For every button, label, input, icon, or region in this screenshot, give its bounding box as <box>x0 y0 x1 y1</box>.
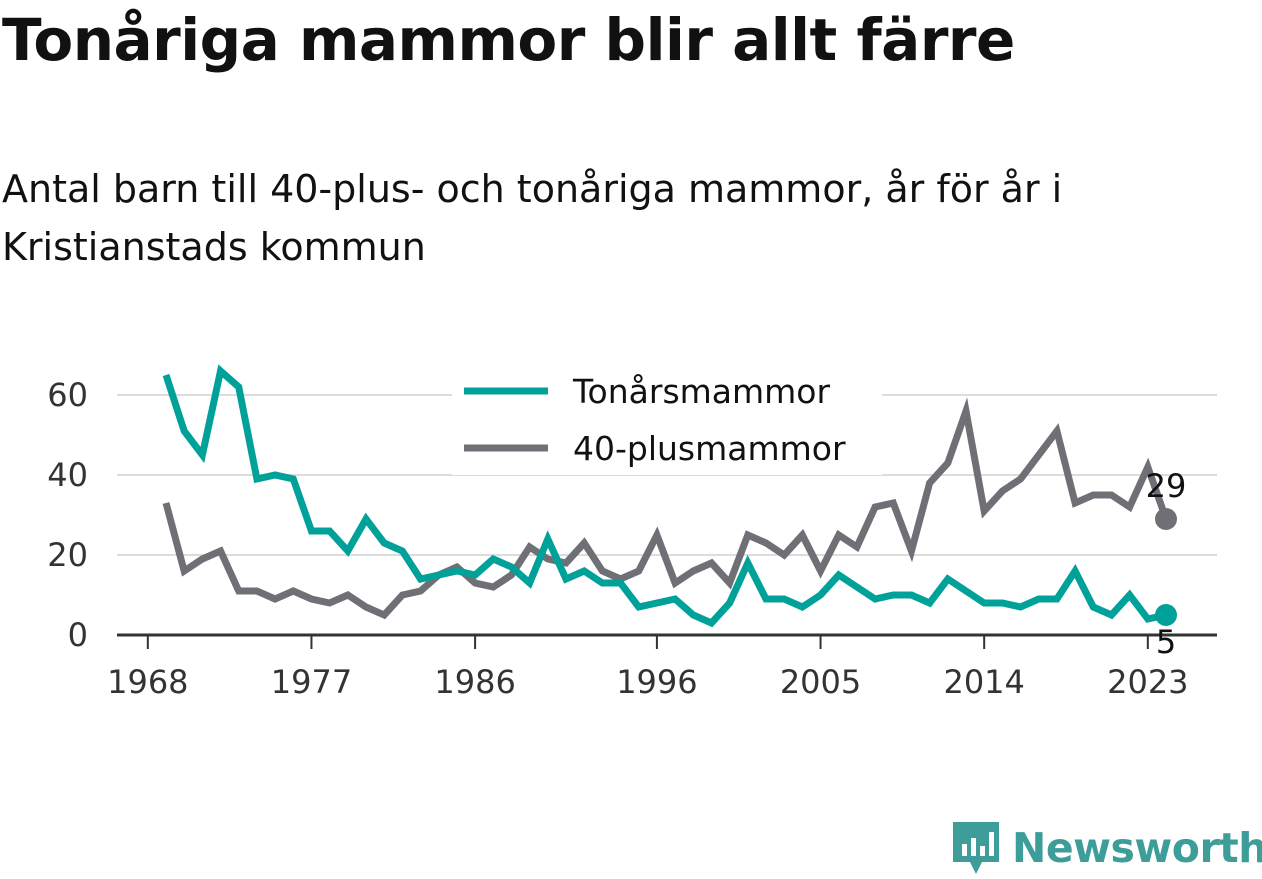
chart-title: Tonåriga mammor blir allt färre <box>2 6 1015 74</box>
end-point-teen <box>1155 604 1177 626</box>
x-tick-label: 2005 <box>780 663 861 701</box>
y-tick-label: 20 <box>47 536 88 574</box>
legend-label-40plus: 40-plusmammor <box>573 429 846 468</box>
legend: Tonårsmammor 40-plusmammor <box>452 365 882 475</box>
y-axis-labels: 0 20 40 60 <box>47 376 88 654</box>
y-tick-label: 40 <box>47 456 88 494</box>
newsworthy-logo-icon <box>953 822 999 874</box>
x-tick-label: 1977 <box>271 663 352 701</box>
end-markers: 5 29 <box>1146 467 1187 661</box>
x-axis-ticks: 1968 1977 1986 1996 2005 2014 2023 <box>107 635 1189 701</box>
legend-label-teen: Tonårsmammor <box>572 372 830 411</box>
x-tick-label: 1968 <box>107 663 188 701</box>
series-lines <box>162 364 1170 628</box>
x-tick-label: 1996 <box>616 663 697 701</box>
x-tick-label: 1986 <box>434 663 515 701</box>
logo-text: Newsworthy <box>1012 824 1262 872</box>
y-tick-label: 0 <box>68 616 88 654</box>
chart-subtitle: Antal barn till 40-plus- och tonåriga ma… <box>2 167 1063 269</box>
end-value-label-40plus: 29 <box>1146 467 1187 505</box>
y-tick-label: 60 <box>47 376 88 414</box>
x-tick-label: 2014 <box>943 663 1024 701</box>
series-line-40plus <box>162 397 1170 620</box>
legend-background <box>452 365 882 475</box>
series-line-teen <box>162 364 1167 628</box>
end-value-label-teen: 5 <box>1156 623 1176 661</box>
newsworthy-logo: Newsworthy <box>950 818 1262 878</box>
end-point-40plus <box>1155 508 1177 530</box>
x-tick-label: 2023 <box>1107 663 1188 701</box>
